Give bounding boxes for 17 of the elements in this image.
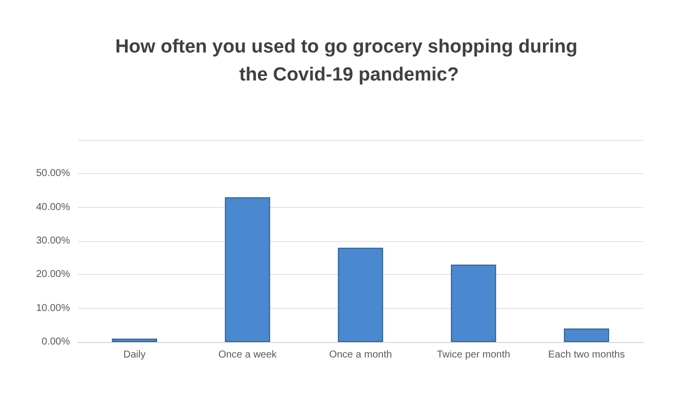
x-tick-label: Daily (123, 350, 146, 360)
x-tick-label: Twice per month (436, 350, 510, 360)
bar (450, 264, 496, 342)
y-tick-label: 50.00% (36, 168, 70, 180)
bar (338, 248, 384, 342)
x-tick-label: Each two months (548, 350, 625, 360)
bar (112, 338, 158, 342)
y-tick-label: 20.00% (36, 269, 70, 280)
chart-title: How often you used to go grocery shopping during the Covid-19 pandemic? (115, 36, 583, 86)
y-tick-label: 30.00% (36, 236, 70, 246)
bar (224, 197, 270, 342)
y-tick-label: 40.00% (36, 202, 70, 213)
x-tick-label: Once a month (329, 350, 392, 360)
y-tick-label: 10.00% (36, 302, 70, 314)
y-tick-label: 0.00% (42, 336, 70, 348)
x-tick-label: Once a week (218, 350, 278, 360)
bar (564, 328, 610, 342)
